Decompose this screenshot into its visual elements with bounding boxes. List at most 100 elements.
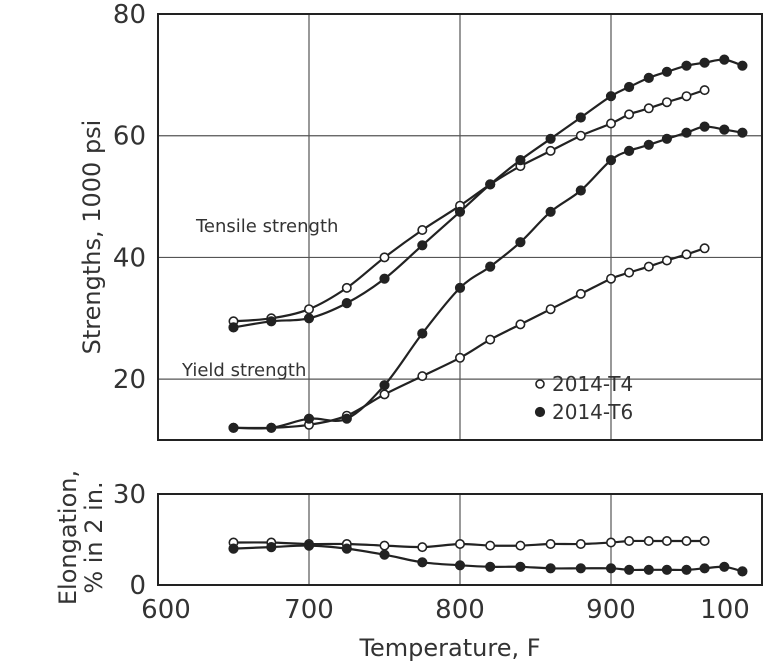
x-tick-label-100: 100: [700, 595, 750, 625]
legend-marker-filled: [534, 406, 546, 418]
strength-point-yield-strength-2014-t4-950: [681, 249, 692, 260]
y-tick-label-80: 80: [113, 0, 146, 30]
elongation-point-2014-t4-750: [379, 540, 390, 551]
strength-point-tensile-strength-2014-t6-987: [737, 60, 748, 71]
x-tick-label-900: 900: [586, 595, 636, 625]
y-tick-label-bottom-0: 0: [129, 571, 146, 601]
strength-point-tensile-strength-2014-t6-700: [303, 313, 315, 324]
legend-label-t4: 2014-T4: [552, 372, 633, 396]
y-tick-label-20: 20: [113, 365, 146, 395]
strength-point-yield-strength-2014-t4-860: [545, 304, 556, 315]
bottom-panel-frame: [157, 493, 763, 586]
strength-point-tensile-strength-2014-t6-800: [454, 206, 466, 217]
strength-point-tensile-strength-2014-t4-725: [341, 282, 352, 293]
strength-point-yield-strength-2014-t6-937: [661, 133, 673, 144]
elongation-point-2014-t4-880: [575, 538, 586, 549]
strength-point-yield-strength-2014-t4-937: [661, 255, 672, 266]
strength-point-tensile-strength-2014-t4-700: [303, 304, 314, 315]
elongation-point-2014-t4-950: [681, 535, 692, 546]
elongation-point-2014-t4-900: [605, 537, 616, 548]
x-tick-label-800: 800: [435, 595, 485, 625]
strength-point-tensile-strength-2014-t6-775: [417, 240, 428, 251]
strength-point-tensile-strength-2014-t6-975: [719, 54, 730, 65]
strength-point-tensile-strength-2014-t6-925: [643, 72, 654, 84]
elongation-point-2014-t4-912: [624, 535, 635, 546]
legend: 2014-T4 2014-T6: [534, 372, 633, 424]
x-axis-label: Temperature, F: [358, 634, 540, 662]
elongation-point-2014-t6-675: [266, 542, 277, 553]
strength-point-yield-strength-2014-t4-912: [624, 267, 635, 278]
strength-curve-tensile-strength-2014-t4: [233, 89, 705, 323]
x-tick-label-600: 600: [141, 595, 191, 625]
strength-point-yield-strength-2014-t6-725: [341, 413, 352, 424]
elongation-point-2014-t6-800: [454, 560, 466, 571]
strength-curve-yield-strength-2014-t6: [233, 125, 743, 430]
strength-point-tensile-strength-2014-t4-962: [699, 85, 710, 96]
legend-marker-open: [535, 379, 545, 389]
elongation-point-2014-t6-937: [661, 564, 673, 575]
strength-point-tensile-strength-2014-t4-860: [545, 145, 556, 156]
y-tick-label-60: 60: [113, 122, 146, 152]
strength-point-tensile-strength-2014-t6-820: [485, 179, 496, 190]
strength-point-yield-strength-2014-t6-912: [624, 145, 635, 156]
strength-point-yield-strength-2014-t4-840: [515, 319, 526, 330]
strength-point-yield-strength-2014-t6-925: [643, 139, 654, 150]
strength-point-yield-strength-2014-t6-900: [605, 155, 617, 166]
elongation-point-2014-t6-725: [341, 543, 352, 554]
strength-point-yield-strength-2014-t6-800: [454, 282, 466, 293]
elongation-point-2014-t6-975: [719, 561, 730, 572]
strength-point-yield-strength-2014-t6-775: [417, 328, 428, 339]
annotation-yield-strength: Yield strength: [181, 360, 306, 381]
strength-point-yield-strength-2014-t6-675: [266, 422, 277, 433]
elongation-point-2014-t6-860: [545, 563, 556, 574]
elongation-point-2014-t6-700: [303, 540, 315, 551]
strength-point-tensile-strength-2014-t6-880: [575, 112, 586, 123]
strength-point-tensile-strength-2014-t4-750: [379, 252, 390, 263]
elongation-point-2014-t6-950: [681, 564, 692, 575]
elongation-point-2014-t4-800: [454, 538, 465, 549]
strength-point-tensile-strength-2014-t4-937: [661, 97, 672, 108]
strength-point-tensile-strength-2014-t6-840: [515, 155, 526, 166]
strength-point-tensile-strength-2014-t4-925: [643, 103, 654, 114]
strength-point-yield-strength-2014-t4-962: [699, 243, 710, 254]
elongation-point-2014-t4-820: [485, 540, 496, 551]
strength-point-yield-strength-2014-t4-900: [605, 273, 616, 284]
strength-point-tensile-strength-2014-t4-950: [681, 91, 692, 102]
elongation-point-2014-t6-925: [643, 564, 654, 575]
elongation-point-2014-t6-900: [605, 563, 617, 574]
top-panel-frame: [157, 13, 763, 441]
top-panel-grid: [158, 14, 762, 440]
elongation-point-2014-t4-962: [699, 535, 710, 546]
strength-point-yield-strength-2014-t6-820: [485, 261, 496, 272]
x-tick-label-700: 700: [284, 595, 334, 625]
strength-point-tensile-strength-2014-t6-750: [379, 273, 390, 284]
strength-point-yield-strength-2014-t4-925: [643, 261, 654, 272]
elongation-point-2014-t4-840: [515, 540, 526, 551]
elongation-point-2014-t6-962: [699, 563, 710, 574]
strength-point-yield-strength-2014-t6-880: [575, 185, 586, 196]
strength-point-yield-strength-2014-t6-840: [515, 237, 526, 248]
elongation-point-2014-t6-880: [575, 563, 586, 574]
strength-point-tensile-strength-2014-t6-937: [661, 66, 673, 77]
strength-point-yield-strength-2014-t4-880: [575, 288, 586, 299]
strength-point-tensile-strength-2014-t4-900: [605, 118, 616, 129]
elongation-point-2014-t6-912: [624, 564, 635, 575]
elongation-point-2014-t6-750: [379, 549, 390, 560]
elongation-point-2014-t6-650: [228, 543, 239, 554]
strength-point-tensile-strength-2014-t6-725: [341, 298, 352, 309]
elongation-point-2014-t4-775: [417, 542, 428, 553]
elongation-point-2014-t6-840: [515, 561, 526, 572]
data-markers: [228, 54, 748, 577]
strength-point-tensile-strength-2014-t4-775: [417, 225, 428, 236]
strength-point-tensile-strength-2014-t4-912: [624, 109, 635, 120]
elongation-point-2014-t4-937: [661, 535, 672, 546]
strength-point-tensile-strength-2014-t6-860: [545, 133, 556, 144]
strength-point-yield-strength-2014-t6-987: [737, 127, 748, 138]
elongation-point-2014-t6-775: [417, 557, 428, 568]
elongation-point-2014-t4-925: [643, 535, 654, 546]
strength-point-tensile-strength-2014-t6-950: [681, 60, 692, 71]
strength-point-yield-strength-2014-t6-962: [699, 121, 710, 132]
strength-point-tensile-strength-2014-t6-962: [699, 57, 710, 68]
strength-point-tensile-strength-2014-t4-880: [575, 130, 586, 141]
